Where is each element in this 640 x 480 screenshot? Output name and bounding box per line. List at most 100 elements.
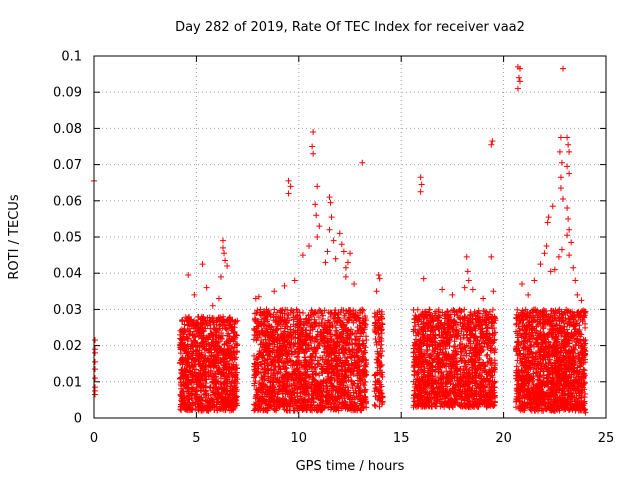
data-point-marker <box>202 380 209 387</box>
data-point-marker <box>304 368 311 375</box>
data-point-marker <box>305 312 312 319</box>
data-point-marker <box>213 395 220 402</box>
data-point-marker <box>285 311 292 318</box>
data-point-marker <box>194 328 201 335</box>
data-point-marker <box>218 359 225 366</box>
data-point-marker <box>271 354 278 361</box>
data-points <box>91 63 589 416</box>
data-point-marker <box>223 354 230 361</box>
data-point-marker <box>177 375 184 382</box>
data-point-marker <box>184 366 191 373</box>
data-point-marker <box>209 387 216 394</box>
data-point-marker <box>177 350 184 357</box>
data-point-marker <box>354 396 361 403</box>
data-point-marker <box>231 394 238 401</box>
data-point-marker <box>224 340 231 347</box>
data-point-marker <box>215 390 222 397</box>
data-point-marker <box>180 368 187 375</box>
data-point-marker <box>206 318 213 325</box>
data-point-marker <box>184 326 191 333</box>
data-point-marker <box>220 313 227 320</box>
data-point-marker <box>234 317 241 324</box>
data-point-marker <box>226 365 233 372</box>
data-point-marker <box>226 333 233 340</box>
data-point-marker <box>358 358 365 365</box>
data-point-marker <box>362 333 369 340</box>
data-point-marker <box>210 364 217 371</box>
data-point-marker <box>189 350 196 357</box>
data-point-marker <box>192 325 199 332</box>
data-point-marker <box>177 381 184 388</box>
data-point-marker <box>266 322 273 329</box>
data-point-marker <box>194 396 201 403</box>
data-point-marker <box>196 373 203 380</box>
data-point-marker <box>218 381 225 388</box>
data-point-marker <box>197 395 204 402</box>
data-point-marker <box>181 393 188 400</box>
data-point-marker <box>226 392 233 399</box>
data-point-marker <box>265 322 272 329</box>
data-point-marker <box>204 314 211 321</box>
data-point-marker <box>201 390 208 397</box>
data-point-marker <box>233 348 240 355</box>
data-point-marker <box>210 333 217 340</box>
data-point-marker <box>211 391 218 398</box>
data-point-marker <box>192 376 199 383</box>
data-point-marker <box>182 406 189 413</box>
data-point-marker <box>230 403 237 410</box>
data-point-marker <box>219 336 226 343</box>
data-point-marker <box>300 309 307 316</box>
data-point-marker <box>180 394 187 401</box>
data-point-marker <box>206 345 213 352</box>
data-point-marker <box>188 363 195 370</box>
data-point-marker <box>214 317 221 324</box>
data-point-marker <box>220 352 227 359</box>
data-point-marker <box>233 354 239 361</box>
data-point-marker <box>211 325 218 332</box>
data-point-marker <box>186 331 193 338</box>
data-point-marker <box>204 405 211 412</box>
data-point-marker <box>216 346 223 353</box>
data-point-marker <box>199 407 206 414</box>
data-point-marker <box>214 388 221 395</box>
data-point-marker <box>195 333 202 340</box>
data-point-marker <box>231 363 238 370</box>
data-point-marker <box>217 405 224 412</box>
data-point-marker <box>180 329 187 336</box>
data-point-marker <box>202 373 209 380</box>
data-point-marker <box>209 376 216 383</box>
data-point-marker <box>198 324 205 331</box>
data-point-marker <box>192 333 199 340</box>
data-point-marker <box>185 343 192 350</box>
data-point-marker <box>338 339 345 346</box>
data-point-marker <box>207 353 214 360</box>
data-point-marker <box>224 374 231 381</box>
data-point-marker <box>215 315 222 322</box>
data-point-marker <box>180 403 187 410</box>
data-point-marker <box>213 403 220 410</box>
data-point-marker <box>225 316 232 323</box>
data-point-marker <box>230 382 237 389</box>
data-point-marker <box>177 360 184 367</box>
data-point-marker <box>350 371 357 378</box>
data-point-marker <box>215 360 222 367</box>
data-point-marker <box>187 402 194 409</box>
data-point-marker <box>317 354 324 361</box>
data-point-marker <box>231 389 238 396</box>
data-point-marker <box>227 383 234 390</box>
data-point-marker <box>189 369 196 376</box>
data-point-marker <box>181 342 188 349</box>
data-point-marker <box>325 360 332 367</box>
data-point-marker <box>205 334 212 341</box>
data-point-marker <box>225 360 232 367</box>
data-point-marker <box>184 335 191 342</box>
data-point-marker <box>222 379 229 386</box>
data-point-marker <box>191 337 198 344</box>
data-point-marker <box>265 343 272 350</box>
data-point-marker <box>229 343 236 350</box>
data-point-marker <box>334 378 341 385</box>
data-point-marker <box>185 376 192 383</box>
data-point-marker <box>213 328 220 335</box>
data-point-marker <box>222 361 229 368</box>
